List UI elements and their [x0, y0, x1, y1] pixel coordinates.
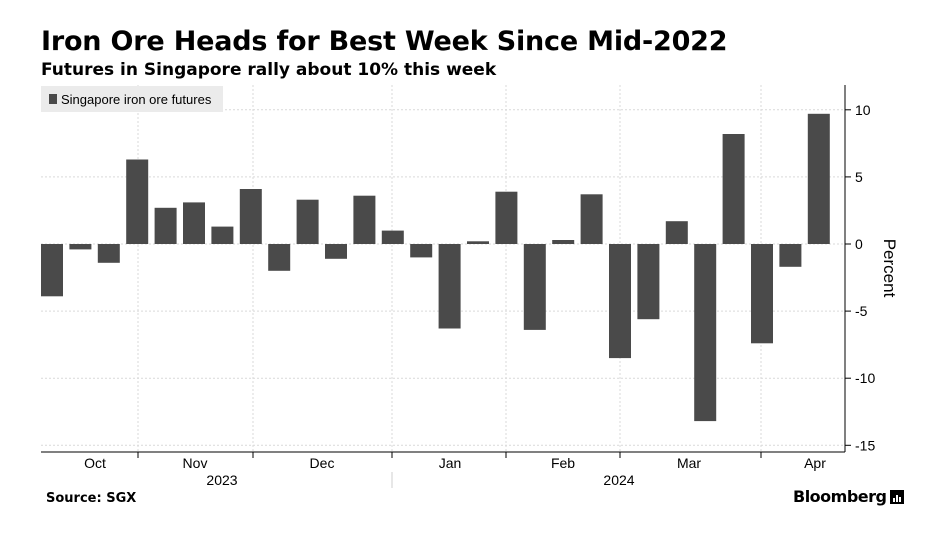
bar [779, 244, 802, 267]
bar [438, 244, 461, 329]
bar [211, 226, 234, 244]
x-month-label: Jan [439, 455, 462, 471]
y-tick-label: 10 [855, 102, 871, 118]
y-tick-label: 5 [855, 169, 863, 185]
x-month-label: Mar [677, 455, 701, 471]
bar [268, 244, 291, 271]
x-month-label: Nov [183, 455, 208, 471]
bar [523, 244, 546, 330]
bar [325, 244, 347, 259]
chart-title: Iron Ore Heads for Best Week Since Mid-2… [41, 26, 728, 57]
y-tick-label: -10 [855, 370, 875, 386]
bloomberg-logo: Bloomberg [793, 487, 905, 506]
bar [495, 191, 518, 244]
bar [69, 244, 92, 250]
bar [410, 244, 433, 258]
bar [353, 195, 376, 244]
brand-name: Bloomberg [793, 487, 887, 506]
bar [126, 159, 149, 244]
legend-box [41, 86, 223, 112]
bar [694, 244, 717, 422]
legend-label: Singapore iron ore futures [61, 92, 212, 107]
legend-swatch [49, 94, 57, 104]
y-axis-title: Percent [880, 239, 899, 298]
bar [154, 207, 177, 244]
x-month-label: Dec [310, 455, 335, 471]
chart-subtitle: Futures in Singapore rally about 10% thi… [41, 60, 497, 80]
bar [467, 241, 489, 244]
bar [665, 221, 688, 244]
source-note: Source: SGX [46, 491, 137, 506]
x-year-label: 2023 [206, 472, 237, 488]
bar-chart-icon [890, 489, 905, 504]
x-year-label: 2024 [603, 472, 634, 488]
bar [637, 244, 660, 320]
y-tick-label: 0 [855, 236, 863, 252]
y-tick-label: -5 [855, 303, 868, 319]
bar [296, 199, 319, 244]
bar [41, 244, 63, 297]
bar [609, 244, 631, 359]
bar [552, 240, 575, 244]
bar [381, 230, 404, 244]
bar [807, 113, 830, 244]
x-month-label: Oct [84, 455, 106, 471]
bar [751, 244, 773, 344]
x-month-label: Apr [804, 455, 826, 471]
y-tick-label: -15 [855, 437, 875, 453]
bar [580, 194, 603, 244]
bar [183, 202, 205, 244]
bar [722, 134, 745, 244]
bar [239, 189, 262, 244]
bar [97, 244, 120, 263]
x-month-label: Feb [551, 455, 575, 471]
